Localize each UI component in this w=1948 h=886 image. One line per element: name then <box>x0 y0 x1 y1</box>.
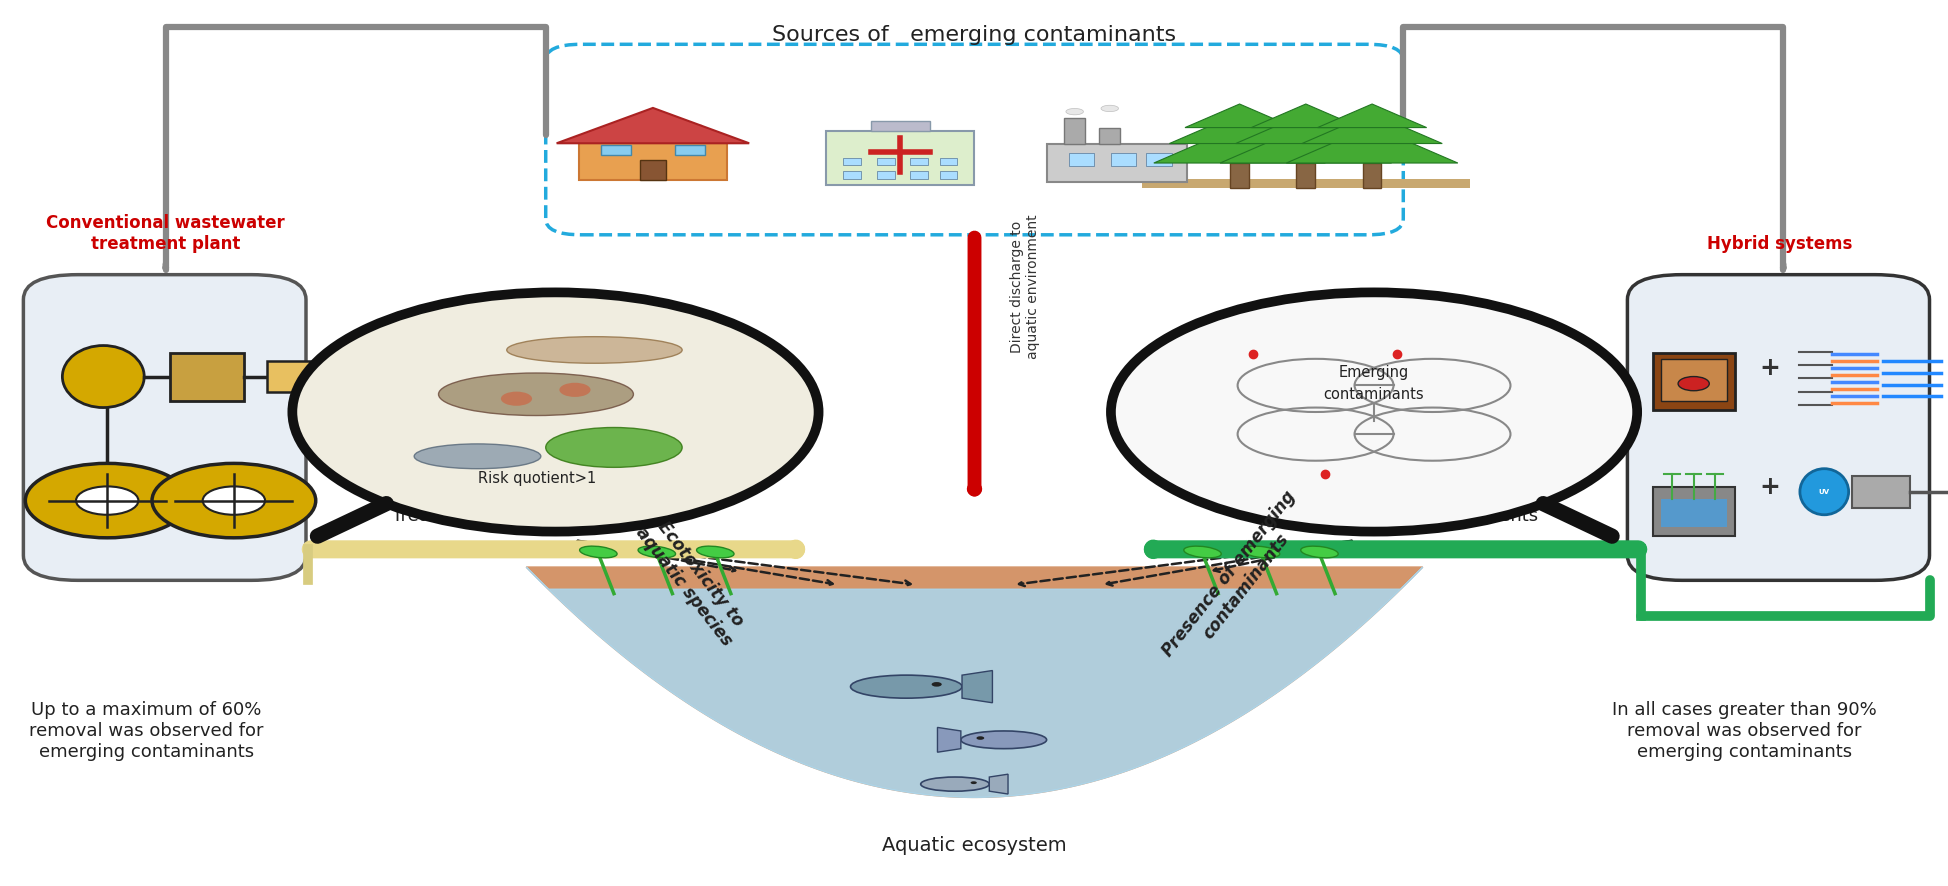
Text: Presence of emerging
contaminants: Presence of emerging contaminants <box>1159 487 1315 673</box>
Circle shape <box>76 486 138 515</box>
Polygon shape <box>1286 126 1457 163</box>
Polygon shape <box>910 171 927 179</box>
Text: contaminants: contaminants <box>1323 387 1424 401</box>
Polygon shape <box>1229 163 1249 188</box>
Ellipse shape <box>438 373 633 416</box>
FancyBboxPatch shape <box>23 275 306 580</box>
Polygon shape <box>826 131 974 185</box>
Polygon shape <box>526 567 1422 797</box>
Circle shape <box>152 463 316 538</box>
Ellipse shape <box>1299 546 1338 558</box>
Polygon shape <box>1099 128 1120 144</box>
Circle shape <box>931 682 941 687</box>
Text: Ecotoxicity to
aquatic species: Ecotoxicity to aquatic species <box>631 511 752 649</box>
Polygon shape <box>871 121 929 131</box>
Ellipse shape <box>1800 469 1847 515</box>
Ellipse shape <box>506 337 682 363</box>
Polygon shape <box>686 125 701 144</box>
Polygon shape <box>843 171 861 179</box>
Ellipse shape <box>637 546 676 558</box>
Polygon shape <box>1145 153 1171 166</box>
Polygon shape <box>1362 163 1381 188</box>
Circle shape <box>970 781 976 784</box>
Circle shape <box>976 736 984 740</box>
Text: Hybrid systems: Hybrid systems <box>1706 235 1851 253</box>
Polygon shape <box>639 160 666 181</box>
Circle shape <box>292 292 818 532</box>
Text: Treated effluents: Treated effluents <box>392 507 543 525</box>
Circle shape <box>1677 377 1708 391</box>
Polygon shape <box>1153 126 1325 163</box>
Polygon shape <box>557 108 748 144</box>
Polygon shape <box>1301 113 1442 144</box>
Polygon shape <box>877 171 894 179</box>
Bar <box>169 353 244 401</box>
Bar <box>1652 353 1734 410</box>
Polygon shape <box>600 145 631 155</box>
Polygon shape <box>939 158 956 165</box>
Ellipse shape <box>579 546 618 558</box>
Polygon shape <box>1046 144 1186 182</box>
Text: UV: UV <box>1817 489 1829 494</box>
Ellipse shape <box>919 777 990 791</box>
Bar <box>1851 476 1909 508</box>
Ellipse shape <box>849 675 962 698</box>
Polygon shape <box>579 144 727 181</box>
Ellipse shape <box>1182 546 1221 558</box>
Ellipse shape <box>413 444 540 469</box>
Ellipse shape <box>545 427 682 468</box>
Text: Direct discharge to
aquatic environment: Direct discharge to aquatic environment <box>1009 214 1040 359</box>
Polygon shape <box>937 727 960 752</box>
Polygon shape <box>526 567 1422 797</box>
Circle shape <box>501 392 532 406</box>
Polygon shape <box>1184 104 1293 128</box>
Ellipse shape <box>695 546 734 558</box>
Polygon shape <box>1110 153 1136 166</box>
Ellipse shape <box>62 346 144 408</box>
Polygon shape <box>674 145 705 155</box>
Polygon shape <box>1069 153 1093 166</box>
Ellipse shape <box>1066 108 1083 115</box>
Polygon shape <box>910 158 927 165</box>
Polygon shape <box>1064 118 1085 144</box>
Polygon shape <box>1251 104 1360 128</box>
Circle shape <box>1110 292 1636 532</box>
Text: Treated effluents: Treated effluents <box>1385 507 1537 525</box>
Polygon shape <box>1169 113 1309 144</box>
Polygon shape <box>843 158 861 165</box>
FancyBboxPatch shape <box>545 44 1403 235</box>
Text: Conventional wastewater
treatment plant: Conventional wastewater treatment plant <box>47 214 284 253</box>
Text: +: + <box>1759 475 1779 500</box>
Circle shape <box>559 383 590 397</box>
Bar <box>1660 499 1726 527</box>
Polygon shape <box>939 171 956 179</box>
Polygon shape <box>1235 113 1375 144</box>
Text: Sources of   emerging contaminants: Sources of emerging contaminants <box>771 25 1177 45</box>
Text: Aquatic ecosystem: Aquatic ecosystem <box>882 836 1066 855</box>
Ellipse shape <box>960 731 1046 749</box>
Text: Emerging: Emerging <box>1338 365 1408 379</box>
Text: +: + <box>1759 355 1779 380</box>
Circle shape <box>203 486 265 515</box>
Ellipse shape <box>1101 105 1118 112</box>
Polygon shape <box>1295 163 1315 188</box>
Polygon shape <box>1142 179 1469 188</box>
Polygon shape <box>877 158 894 165</box>
Polygon shape <box>962 671 992 703</box>
Bar <box>1660 359 1726 401</box>
Text: Up to a maximum of 60%
removal was observed for
emerging contaminants: Up to a maximum of 60% removal was obser… <box>29 701 263 761</box>
Bar <box>1652 487 1734 536</box>
Bar <box>267 361 310 392</box>
Text: Risk quotient>1: Risk quotient>1 <box>477 471 596 486</box>
FancyBboxPatch shape <box>1627 275 1929 580</box>
Circle shape <box>25 463 189 538</box>
Text: In all cases greater than 90%
removal was observed for
emerging contaminants: In all cases greater than 90% removal wa… <box>1611 701 1876 761</box>
Polygon shape <box>1219 126 1391 163</box>
Polygon shape <box>990 774 1007 794</box>
Polygon shape <box>1317 104 1426 128</box>
Ellipse shape <box>1241 546 1280 558</box>
